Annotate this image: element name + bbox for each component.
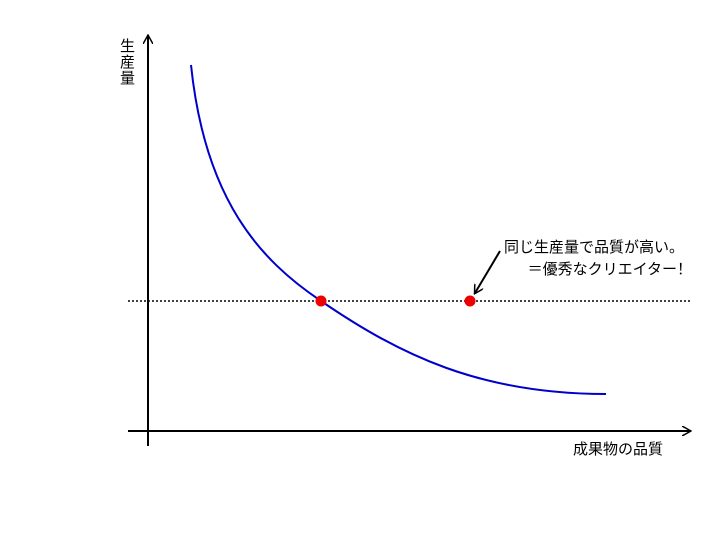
- x-axis-label: 成果物の品質: [573, 440, 664, 458]
- annotation: ＝優秀なクリエイター！: [527, 260, 692, 278]
- point: [315, 295, 327, 307]
- curve: [190, 64, 607, 395]
- y-axis-label: 生産量: [118, 38, 136, 86]
- annotation-arrow: [475, 250, 501, 293]
- annotation: 同じ生産量で品質が高い。: [504, 238, 685, 256]
- point: [464, 295, 476, 307]
